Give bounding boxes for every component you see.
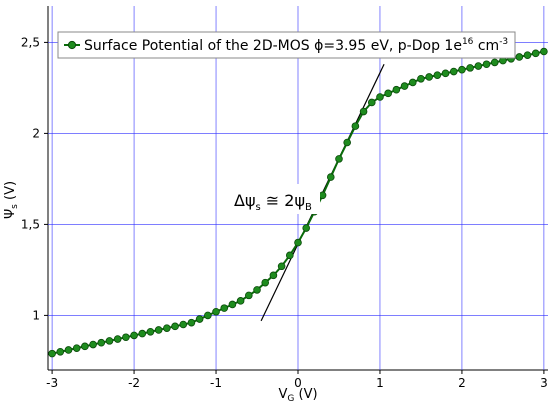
legend: Surface Potential of the 2D-MOS ϕ=3.95 e… xyxy=(57,31,516,59)
data-point xyxy=(441,69,450,78)
legend-label-sup: 16 xyxy=(462,37,474,47)
data-point xyxy=(81,342,89,351)
annotation-box: Δψs ≅ 2ψB xyxy=(229,184,320,214)
data-point xyxy=(97,338,106,347)
data-point xyxy=(335,155,343,163)
data-point xyxy=(154,326,163,334)
data-point xyxy=(187,318,196,327)
y-axis-label: Ψs (V) xyxy=(3,181,20,219)
legend-label-unit: cm xyxy=(473,38,499,54)
data-point xyxy=(433,71,442,79)
y-tick-label: 2 xyxy=(32,126,40,140)
y-axis-label-unit: (V) xyxy=(3,181,18,204)
data-point xyxy=(515,53,524,61)
data-point xyxy=(163,324,171,332)
data-point xyxy=(302,224,310,232)
data-point xyxy=(64,346,73,354)
series-group xyxy=(48,47,548,358)
legend-box xyxy=(57,31,516,59)
data-point xyxy=(523,51,532,59)
legend-label-unit-sup: -3 xyxy=(499,37,508,47)
data-point xyxy=(138,329,147,338)
data-point xyxy=(195,315,204,323)
data-point xyxy=(417,75,425,83)
x-tick-label: 3 xyxy=(540,376,548,390)
data-point xyxy=(400,82,409,90)
data-point xyxy=(351,122,360,130)
data-point xyxy=(449,67,458,76)
x-tick-label: 0 xyxy=(294,376,302,390)
x-axis-label-sub: G xyxy=(287,394,294,402)
x-tick-label: -3 xyxy=(46,376,58,390)
data-point xyxy=(540,47,548,56)
axis-ticks: -3 -2 -1 0 1 2 3 1 1,5 2 2,5 xyxy=(21,35,548,390)
data-point xyxy=(48,349,56,358)
legend-label: Surface Potential of the 2D-MOS ϕ=3.95 e… xyxy=(84,37,508,54)
data-point xyxy=(220,304,229,312)
data-point xyxy=(56,347,65,356)
data-point xyxy=(228,300,237,309)
annotation-middle: ≅ 2ψ xyxy=(261,191,305,210)
annotation-background xyxy=(229,184,320,214)
data-point xyxy=(286,251,294,260)
data-point xyxy=(130,331,138,340)
y-tick-label: 2,5 xyxy=(21,35,40,49)
data-point xyxy=(171,322,179,331)
x-axis-label-unit: (V) xyxy=(294,387,317,402)
data-point xyxy=(89,340,97,349)
data-point xyxy=(277,262,286,271)
data-point xyxy=(261,278,270,287)
data-point xyxy=(204,311,212,320)
x-tick-label: -1 xyxy=(210,376,222,390)
data-point xyxy=(72,344,81,352)
data-point xyxy=(392,85,401,94)
data-point xyxy=(531,49,540,58)
data-point xyxy=(474,62,483,70)
x-tick-label: -2 xyxy=(128,376,140,390)
data-point xyxy=(113,335,122,343)
data-point xyxy=(326,173,335,181)
data-point xyxy=(269,271,278,280)
annotation-sub-s: s xyxy=(256,202,261,213)
data-point xyxy=(179,320,188,329)
y-tick-label: 1,5 xyxy=(21,217,40,231)
x-tick-label: 2 xyxy=(458,376,466,390)
data-point xyxy=(376,93,384,101)
data-point xyxy=(236,297,245,305)
data-point xyxy=(245,291,253,300)
x-axis-label: VG (V) xyxy=(278,387,317,402)
data-point xyxy=(408,78,417,87)
x-tick-label: 1 xyxy=(376,376,384,390)
data-point xyxy=(425,73,433,81)
data-point xyxy=(384,89,392,98)
data-point xyxy=(294,238,302,247)
y-axis-label-sub: s xyxy=(10,204,20,209)
data-point xyxy=(343,138,351,147)
annotation-sub-b: B xyxy=(305,202,312,213)
annotation-text: Δψs ≅ 2ψB xyxy=(234,191,312,213)
data-point xyxy=(359,107,368,116)
legend-marker-sample xyxy=(67,40,77,50)
data-point xyxy=(122,333,130,342)
data-point xyxy=(490,58,499,67)
data-point xyxy=(253,286,261,294)
data-point xyxy=(458,65,466,74)
data-point xyxy=(482,60,491,69)
data-point xyxy=(466,64,474,72)
y-tick-label: 1 xyxy=(32,308,40,322)
data-point xyxy=(146,327,155,336)
data-point xyxy=(318,191,327,200)
data-point xyxy=(105,337,114,345)
data-point xyxy=(212,307,220,316)
data-point xyxy=(367,98,376,107)
